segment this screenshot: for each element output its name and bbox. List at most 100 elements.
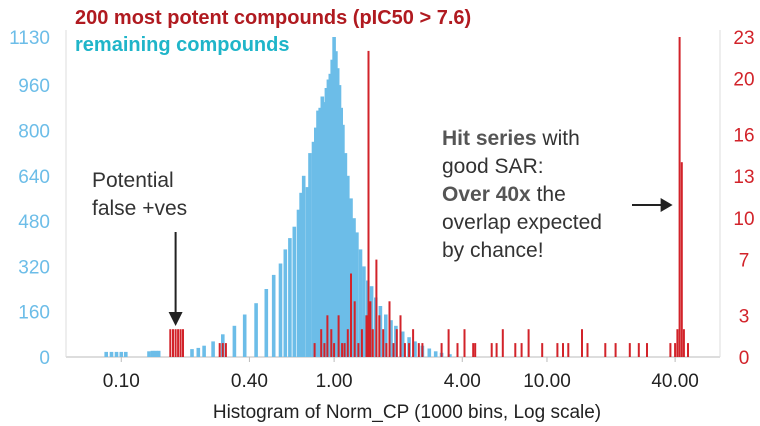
red-bar [501, 329, 504, 357]
red-bar [495, 343, 498, 357]
annotation-text: good SAR: [442, 155, 544, 178]
blue-bar [292, 226, 297, 357]
red-bar [218, 343, 221, 357]
blue-bar [254, 303, 258, 357]
red-bar [371, 329, 374, 357]
blue-bar [413, 341, 417, 357]
red-bar [375, 259, 378, 357]
red-bar [343, 343, 346, 357]
blue-bar [299, 192, 303, 357]
blue-bar [330, 59, 334, 357]
red-bar [514, 343, 517, 357]
red-bar [541, 343, 544, 357]
blue-bar [305, 187, 310, 357]
blue-bar [326, 79, 331, 357]
annotation-text: Potential [92, 169, 174, 192]
red-bar [567, 343, 570, 357]
red-bar [628, 343, 631, 357]
blue-bar [384, 314, 388, 357]
right-y-axis: 0 3 7 10 13 16 20 23 [733, 28, 754, 369]
blue-bar [378, 306, 383, 357]
red-bar [417, 343, 420, 357]
left-tick-label: 640 [18, 167, 50, 188]
red-bar [346, 329, 349, 357]
blue-bar [318, 107, 322, 357]
left-tick-label: 320 [18, 257, 50, 278]
red-bar [687, 343, 689, 357]
blue-bar [190, 349, 194, 357]
blue-bar [156, 350, 161, 357]
red-bar [333, 343, 336, 357]
red-bar [169, 329, 172, 357]
blue-bar [355, 232, 359, 357]
potent-compounds-bars [169, 37, 689, 358]
blue-bar [314, 127, 318, 357]
annotation-bold-text: Over 40x [442, 183, 531, 206]
red-bar [395, 329, 398, 357]
annotation-line: good SAR: [442, 155, 544, 178]
arrow-head [660, 198, 673, 212]
blue-bar [104, 351, 108, 357]
blue-bar [328, 73, 333, 358]
x-axis-label: Histogram of Norm_CP (1000 bins, Log sca… [213, 402, 601, 423]
left-y-axis: 0 160 320 480 640 800 960 1130 [9, 28, 50, 369]
blue-bar [114, 351, 119, 357]
red-bar [678, 37, 681, 357]
red-bar [179, 329, 182, 357]
red-bar [412, 329, 415, 357]
red-bar [440, 343, 443, 357]
blue-bar [196, 347, 201, 357]
red-bar [337, 315, 340, 357]
red-bar [365, 315, 368, 357]
red-bar [408, 343, 411, 357]
red-bar [385, 343, 388, 357]
x-tick-label: 40.00 [651, 371, 699, 392]
annotation-text: false +ves [92, 197, 187, 220]
red-bar [674, 343, 677, 357]
red-bar [357, 343, 360, 357]
blue-bar [308, 153, 312, 357]
blue-bar [264, 289, 269, 357]
blue-bar [109, 351, 114, 357]
blue-bar [332, 37, 336, 357]
x-tick-label: 4.00 [444, 371, 481, 392]
red-bar [556, 343, 559, 357]
blue-bar [232, 325, 237, 357]
blue-bar [278, 263, 283, 357]
blue-bar [322, 102, 327, 357]
blue-bar [324, 88, 329, 357]
blue-bar [369, 286, 374, 357]
annotation-line: Hit series with [442, 127, 580, 150]
blue-bar [283, 249, 288, 357]
red-bar [637, 343, 640, 357]
annotation-text: by chance! [442, 239, 544, 262]
red-bar [350, 273, 352, 357]
red-bar [320, 329, 323, 357]
red-bar [392, 343, 395, 357]
blue-bar [242, 314, 247, 357]
blue-bar [358, 249, 363, 357]
right-tick-label: 20 [733, 70, 754, 91]
red-bar [403, 343, 406, 357]
blue-bar [211, 341, 215, 357]
blue-bar [271, 274, 276, 357]
x-tick-label: 0.10 [103, 371, 140, 392]
blue-bar [202, 345, 206, 357]
red-bar [172, 329, 174, 357]
red-bar [463, 329, 466, 357]
blue-bar [153, 350, 158, 357]
red-bar [520, 343, 523, 357]
red-bar [527, 329, 530, 357]
red-bar [682, 329, 685, 357]
red-bar [174, 329, 177, 357]
red-bar [447, 329, 450, 357]
blue-bar [119, 351, 124, 357]
false-positives-annotation: Potential false +ves [92, 169, 187, 326]
left-tick-label: 160 [18, 303, 50, 324]
x-tick-label: 10.00 [523, 371, 571, 392]
arrow-head [168, 312, 183, 326]
red-bar [456, 343, 459, 357]
red-bar [474, 343, 477, 357]
red-bar [182, 329, 184, 357]
